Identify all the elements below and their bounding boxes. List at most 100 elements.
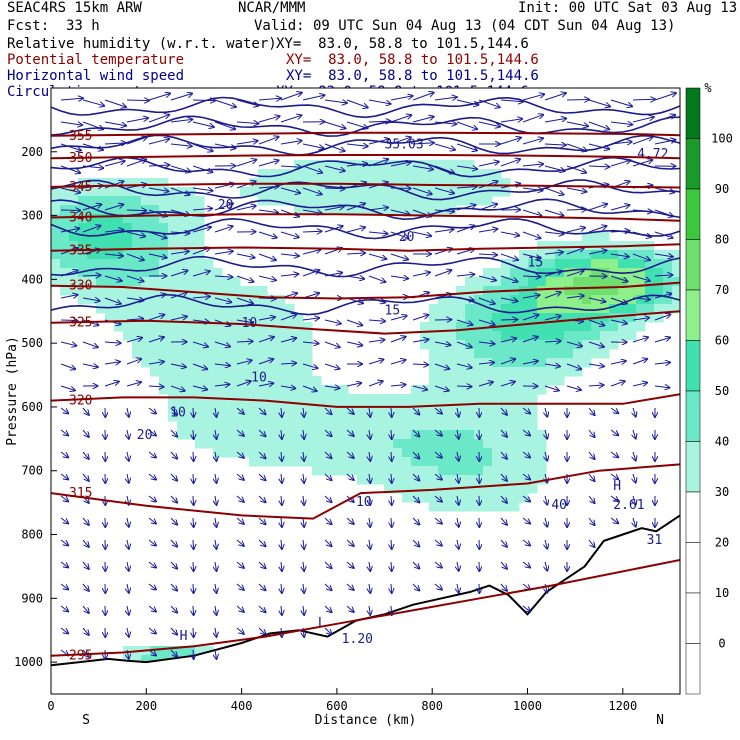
rh-cell <box>609 331 619 341</box>
wind-vector-arrow <box>126 275 144 281</box>
rh-cell <box>465 277 475 287</box>
rh-cell <box>168 223 178 233</box>
colorbar-unit: % <box>704 81 712 95</box>
rh-cell <box>114 313 124 323</box>
rh-cell <box>573 322 583 332</box>
rh-cell <box>258 394 268 404</box>
rh-cell <box>303 340 313 350</box>
wind-vector-arrow <box>236 605 244 612</box>
wind-vector-arrow <box>258 473 266 480</box>
rh-cell <box>186 313 196 323</box>
wind-vector-arrow <box>632 137 653 145</box>
rh-cell <box>168 196 178 206</box>
rh-cell <box>132 232 142 242</box>
wind-vector-arrow <box>60 583 68 589</box>
rh-cell <box>564 340 574 350</box>
rh-cell <box>87 223 97 233</box>
wind-vector-arrow <box>588 451 595 459</box>
rh-cell <box>114 232 124 242</box>
wind-vector-arrow <box>127 583 129 593</box>
wind-vector-arrow <box>193 605 194 615</box>
rh-cell <box>159 259 169 269</box>
rh-cell <box>231 295 241 305</box>
rh-cell <box>168 313 178 323</box>
rh-cell <box>213 439 223 449</box>
rh-cell <box>474 322 484 332</box>
rh-cell <box>402 169 412 179</box>
rh-cell <box>492 466 502 476</box>
rh-cell <box>303 169 313 179</box>
wind-vector-arrow <box>82 561 89 569</box>
wind-vector-arrow <box>236 407 244 414</box>
rh-cell <box>159 295 169 305</box>
wind-vector-arrow <box>566 363 581 369</box>
rh-cell <box>438 403 448 413</box>
colorbar-tick-label: 30 <box>715 485 729 499</box>
rh-cell <box>483 493 493 503</box>
wind-vector-arrow <box>632 383 647 386</box>
rh-cell <box>501 421 511 431</box>
wind-vector-arrow <box>456 341 472 347</box>
wind-vector-arrow <box>302 209 322 213</box>
wind-vector-arrow <box>236 141 258 144</box>
rh-cell <box>528 403 538 413</box>
rh-cell <box>339 421 349 431</box>
rh-cell <box>384 475 394 485</box>
rh-cell <box>51 187 61 197</box>
rh-cell <box>366 475 376 485</box>
wind-vector-arrow <box>280 338 296 343</box>
wind-vector-arrow <box>654 386 669 388</box>
rh-cell <box>357 457 367 467</box>
rh-cell <box>627 322 637 332</box>
rh-cell <box>258 412 268 422</box>
wind-vector-arrow <box>346 517 354 524</box>
rh-cell <box>483 466 493 476</box>
wind-vector-arrow <box>434 451 442 458</box>
rh-cell <box>249 403 259 413</box>
wind-vector-arrow <box>610 495 618 501</box>
rh-cell <box>177 394 187 404</box>
rh-cell <box>159 178 169 188</box>
rh-cell <box>402 421 412 431</box>
wind-vector-arrow <box>193 649 194 659</box>
rh-cell <box>420 169 430 179</box>
wind-speed-label: 15 <box>528 256 544 271</box>
rh-cell <box>78 196 88 206</box>
rh-cell <box>402 178 412 188</box>
wind-vector-arrow <box>544 385 559 391</box>
rh-cell <box>303 349 313 359</box>
rh-cell <box>402 493 412 503</box>
rh-cell <box>519 331 529 341</box>
rh-cell <box>186 394 196 404</box>
rh-cell <box>105 214 115 224</box>
rh-cell <box>429 430 439 440</box>
wind-vector-arrow <box>324 165 345 171</box>
rh-cell <box>87 250 97 260</box>
rh-cell <box>555 250 565 260</box>
rh-cell <box>600 349 610 359</box>
wind-vector-arrow <box>324 363 339 369</box>
colorbar-tick-label: 90 <box>715 182 729 196</box>
rh-cell <box>186 367 196 377</box>
rh-cell <box>150 367 160 377</box>
wind-vector-arrow <box>302 250 321 255</box>
rh-cell <box>447 430 457 440</box>
rh-cell <box>393 421 403 431</box>
rh-cell <box>474 169 484 179</box>
wind-vector-arrow <box>346 121 368 128</box>
rh-cell <box>132 259 142 269</box>
rh-cell <box>96 304 106 314</box>
rh-cell <box>645 250 655 260</box>
rh-cell <box>258 403 268 413</box>
rh-cell <box>177 349 187 359</box>
wind-vector-arrow <box>434 473 442 480</box>
rh-cell <box>474 502 484 512</box>
rh-cell <box>609 286 619 296</box>
wind-vector-arrow <box>148 627 156 634</box>
wind-vector-arrow <box>434 143 455 150</box>
wind-vector-arrow <box>215 451 217 461</box>
rh-cell <box>240 403 250 413</box>
rh-cell <box>321 466 331 476</box>
rh-cell <box>222 277 232 287</box>
rh-cell <box>276 169 286 179</box>
